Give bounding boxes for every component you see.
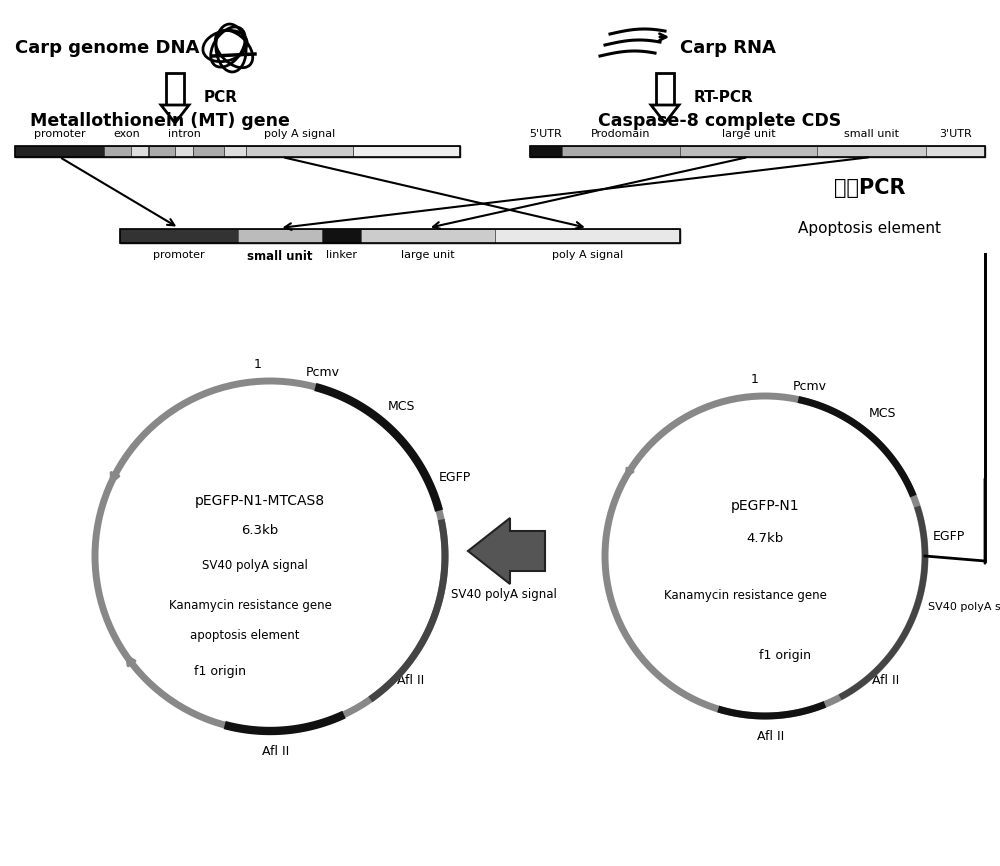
Bar: [530, 145, 562, 157]
Text: Carp RNA: Carp RNA: [680, 39, 776, 57]
Text: large unit: large unit: [722, 129, 775, 139]
Bar: [246, 145, 353, 157]
Polygon shape: [468, 518, 545, 584]
Text: EGFP: EGFP: [933, 529, 965, 542]
Text: large unit: large unit: [401, 250, 455, 260]
Text: pEGFP-N1: pEGFP-N1: [731, 499, 799, 513]
Bar: [322, 229, 361, 243]
Text: Afl II: Afl II: [757, 730, 784, 743]
Text: Prodomain: Prodomain: [591, 129, 651, 139]
Text: RT-PCR: RT-PCR: [694, 91, 754, 106]
Bar: [193, 145, 224, 157]
Text: 5'UTR: 5'UTR: [530, 129, 562, 139]
Text: poly A signal: poly A signal: [552, 250, 623, 260]
Bar: [175, 145, 193, 157]
Bar: [680, 145, 817, 157]
Text: pEGFP-N1-MTCAS8: pEGFP-N1-MTCAS8: [195, 494, 325, 508]
Text: 3'UTR: 3'UTR: [939, 129, 972, 139]
Text: Caspase-8 complete CDS: Caspase-8 complete CDS: [598, 112, 842, 130]
Bar: [530, 145, 985, 157]
Text: 1: 1: [751, 373, 759, 386]
Text: linker: linker: [326, 250, 357, 260]
Bar: [656, 73, 674, 105]
Bar: [817, 145, 926, 157]
Bar: [926, 145, 985, 157]
Bar: [238, 229, 322, 243]
Polygon shape: [651, 105, 679, 123]
Text: MCS: MCS: [388, 400, 415, 413]
Bar: [562, 145, 680, 157]
Bar: [131, 145, 148, 157]
Text: Pcmv: Pcmv: [305, 365, 339, 378]
Text: apoptosis element: apoptosis element: [190, 630, 300, 643]
Bar: [15, 145, 460, 157]
Text: f1 origin: f1 origin: [759, 650, 811, 662]
Bar: [104, 145, 131, 157]
Text: promoter: promoter: [34, 129, 85, 139]
Bar: [15, 145, 460, 157]
Text: promoter: promoter: [153, 250, 205, 260]
Text: SV40 polyA signal: SV40 polyA signal: [928, 603, 1000, 612]
Bar: [224, 145, 246, 157]
Text: exon: exon: [113, 129, 140, 139]
Text: Pcmv: Pcmv: [792, 379, 826, 392]
Text: Kanamycin resistance gene: Kanamycin resistance gene: [664, 590, 826, 603]
Text: Afl II: Afl II: [872, 674, 899, 687]
Text: MCS: MCS: [869, 407, 896, 420]
Text: 6.3kb: 6.3kb: [241, 525, 279, 538]
Text: poly A signal: poly A signal: [264, 129, 335, 139]
Bar: [120, 229, 238, 243]
Text: Apoptosis element: Apoptosis element: [798, 221, 942, 236]
Bar: [495, 229, 680, 243]
Text: 1: 1: [254, 358, 262, 371]
Text: Afl II: Afl II: [262, 745, 290, 758]
Text: small unit: small unit: [247, 250, 312, 263]
Text: Kanamycin resistance gene: Kanamycin resistance gene: [169, 599, 331, 612]
Text: 4.7kb: 4.7kb: [746, 532, 784, 545]
Text: SV40 polyA signal: SV40 polyA signal: [451, 588, 557, 601]
Text: small unit: small unit: [844, 129, 899, 139]
Bar: [120, 229, 680, 243]
Text: 重叠PCR: 重叠PCR: [834, 178, 906, 198]
Bar: [361, 229, 495, 243]
Text: Carp genome DNA: Carp genome DNA: [15, 39, 199, 57]
Bar: [120, 229, 680, 243]
Text: PCR: PCR: [204, 91, 238, 106]
Text: f1 origin: f1 origin: [194, 664, 246, 677]
Bar: [353, 145, 460, 157]
Bar: [166, 73, 184, 105]
Text: EGFP: EGFP: [439, 470, 471, 483]
Bar: [15, 145, 104, 157]
Text: Afl II: Afl II: [397, 675, 425, 688]
Text: intron: intron: [168, 129, 201, 139]
Text: Metallothionein (MT) gene: Metallothionein (MT) gene: [30, 112, 290, 130]
Polygon shape: [161, 105, 189, 123]
Bar: [530, 145, 985, 157]
Bar: [148, 145, 175, 157]
Text: SV40 polyA signal: SV40 polyA signal: [202, 559, 308, 572]
